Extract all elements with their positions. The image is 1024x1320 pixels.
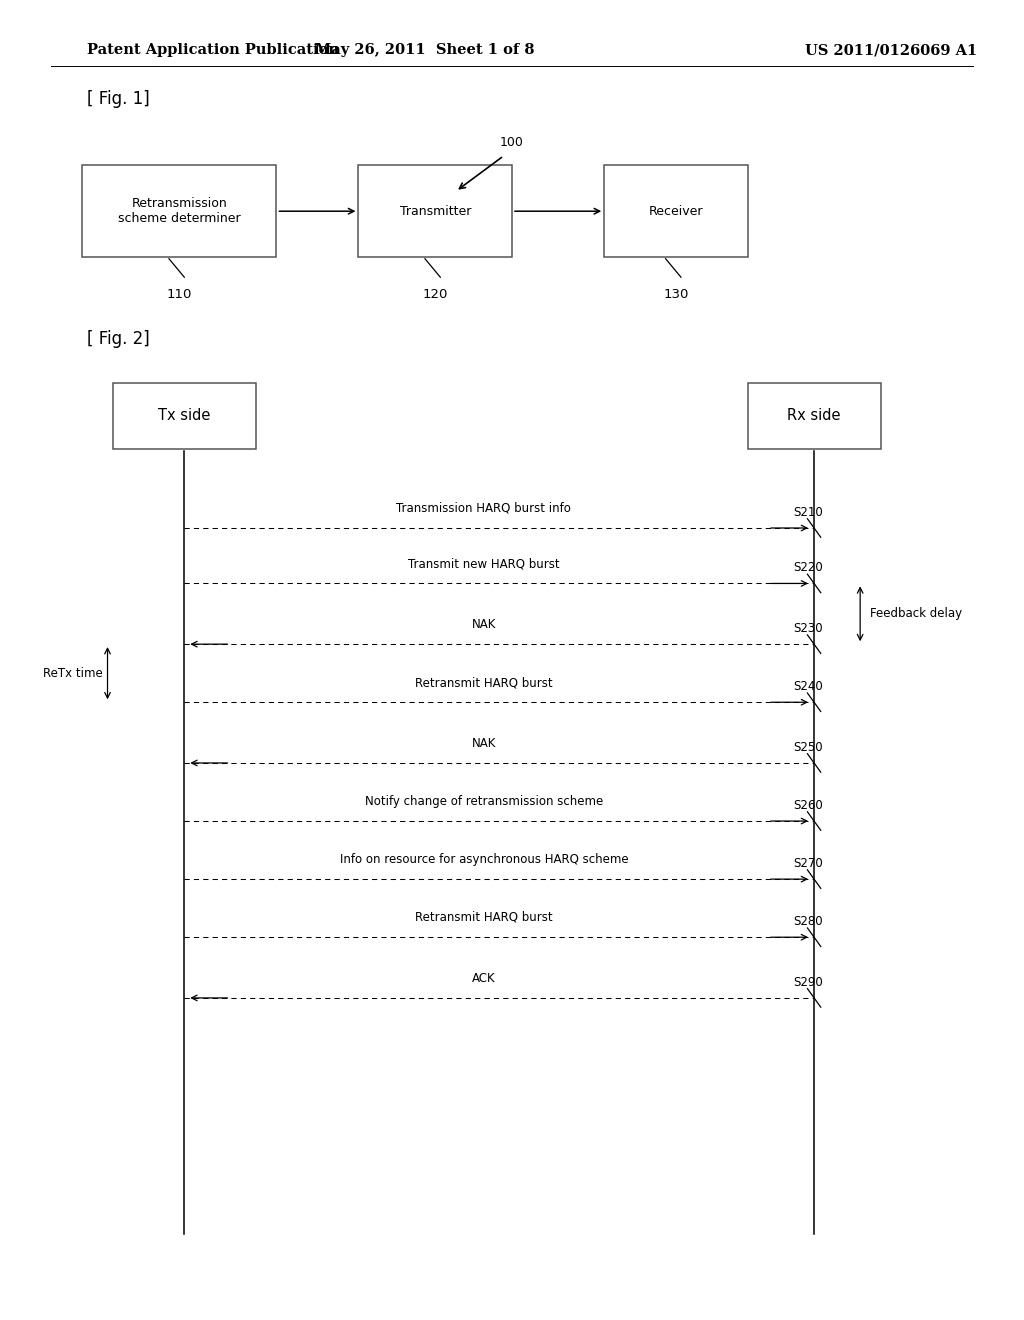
- Text: S270: S270: [794, 857, 823, 870]
- Text: S290: S290: [794, 975, 823, 989]
- Text: Retransmit HARQ burst: Retransmit HARQ burst: [415, 911, 553, 924]
- Text: Feedback delay: Feedback delay: [870, 607, 963, 620]
- FancyBboxPatch shape: [604, 165, 748, 257]
- Text: NAK: NAK: [472, 618, 496, 631]
- FancyBboxPatch shape: [113, 383, 256, 449]
- FancyBboxPatch shape: [82, 165, 276, 257]
- Text: [ Fig. 1]: [ Fig. 1]: [87, 90, 150, 108]
- Text: Transmission HARQ burst info: Transmission HARQ burst info: [396, 502, 571, 515]
- Text: [ Fig. 2]: [ Fig. 2]: [87, 330, 150, 348]
- Text: S240: S240: [794, 680, 823, 693]
- Text: May 26, 2011  Sheet 1 of 8: May 26, 2011 Sheet 1 of 8: [315, 44, 535, 57]
- Text: Retransmission
scheme determiner: Retransmission scheme determiner: [118, 197, 241, 226]
- Text: ACK: ACK: [472, 972, 496, 985]
- Text: Rx side: Rx side: [787, 408, 841, 424]
- Text: Info on resource for asynchronous HARQ scheme: Info on resource for asynchronous HARQ s…: [340, 853, 628, 866]
- Text: Transmit new HARQ burst: Transmit new HARQ burst: [408, 557, 560, 570]
- Text: NAK: NAK: [472, 737, 496, 750]
- Text: 130: 130: [664, 288, 688, 301]
- Text: ReTx time: ReTx time: [43, 667, 102, 680]
- Text: Transmitter: Transmitter: [399, 205, 471, 218]
- Text: 100: 100: [500, 136, 524, 149]
- Text: Patent Application Publication: Patent Application Publication: [87, 44, 339, 57]
- Text: S280: S280: [794, 915, 823, 928]
- Text: Receiver: Receiver: [648, 205, 703, 218]
- FancyBboxPatch shape: [358, 165, 512, 257]
- Text: S250: S250: [794, 741, 823, 754]
- Text: US 2011/0126069 A1: US 2011/0126069 A1: [805, 44, 977, 57]
- Text: Tx side: Tx side: [158, 408, 211, 424]
- Text: 120: 120: [423, 288, 447, 301]
- Text: Retransmit HARQ burst: Retransmit HARQ burst: [415, 676, 553, 689]
- Text: 110: 110: [167, 288, 191, 301]
- Text: S260: S260: [794, 799, 823, 812]
- Text: S230: S230: [794, 622, 823, 635]
- FancyBboxPatch shape: [748, 383, 881, 449]
- Text: S210: S210: [794, 506, 823, 519]
- Text: S220: S220: [794, 561, 823, 574]
- Text: Notify change of retransmission scheme: Notify change of retransmission scheme: [365, 795, 603, 808]
